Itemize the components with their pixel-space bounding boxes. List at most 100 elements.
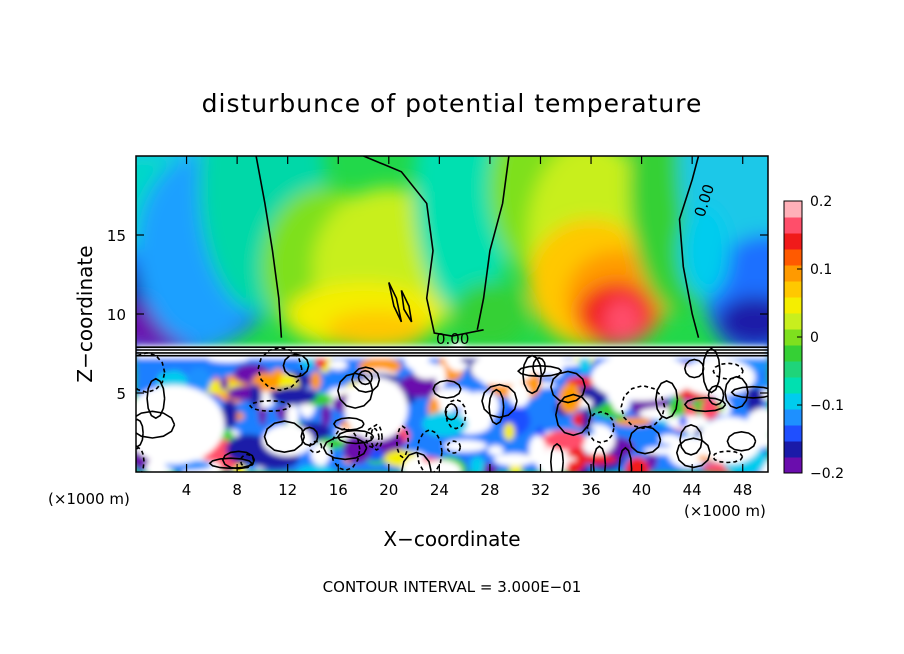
contour-line — [136, 418, 144, 448]
x-tick-label: 16 — [329, 481, 348, 499]
x-tick-label: 24 — [430, 481, 449, 499]
field-blob — [591, 353, 693, 401]
contour-line — [263, 420, 306, 454]
field-blob — [413, 362, 441, 380]
field-blob — [698, 416, 762, 465]
x-tick-label: 4 — [182, 481, 192, 499]
field-blob — [460, 391, 499, 423]
colorbar-swatch — [784, 265, 802, 282]
colorbar-swatch — [784, 201, 802, 218]
field-blob — [328, 359, 348, 371]
contour-line — [248, 399, 291, 413]
contour-interval-note: CONTOUR INTERVAL = 3.000E−01 — [323, 578, 582, 596]
field-blob — [296, 464, 334, 472]
field-blob — [667, 436, 710, 469]
contour-label: 0.00 — [436, 330, 469, 348]
field-blob — [503, 422, 515, 441]
contour-line — [388, 282, 403, 323]
colorbar-swatch — [784, 457, 802, 474]
field-blob — [262, 424, 313, 457]
field-blob — [658, 434, 681, 445]
field-blob — [186, 367, 211, 395]
y-axis-label: Z−coordinate — [73, 245, 97, 382]
contour-line — [549, 442, 564, 472]
contour-line — [332, 416, 365, 431]
contour-line — [712, 362, 744, 380]
contour-line — [255, 156, 283, 338]
contour-line — [628, 425, 662, 455]
y-tick-label: 5 — [116, 385, 126, 403]
field-blob — [344, 377, 408, 441]
field-blob — [422, 411, 468, 437]
field-blob — [613, 417, 653, 427]
field-blob — [310, 371, 322, 391]
x-tick-label: 12 — [278, 481, 297, 499]
contour-line — [370, 423, 383, 451]
colorbar-tick-label: −0.2 — [810, 466, 844, 482]
contour-line — [730, 385, 768, 399]
field-blob — [717, 296, 768, 348]
contour-line — [308, 440, 323, 454]
contour-line — [300, 426, 319, 447]
contour-line — [282, 353, 310, 378]
x-tick-label: 8 — [232, 481, 242, 499]
field-blob — [643, 446, 683, 455]
contour-line — [724, 375, 749, 410]
contour-line — [678, 156, 700, 338]
contour-line — [257, 346, 303, 392]
field-blob — [225, 434, 272, 465]
contour-line — [683, 396, 727, 413]
colorbar-swatch — [784, 425, 802, 442]
chart-title: disturbunce of potential temperature — [202, 89, 703, 118]
colorbar-swatch — [784, 393, 802, 410]
contour-line — [401, 451, 432, 472]
contour-line — [336, 429, 375, 445]
colorbar-swatch — [784, 361, 802, 378]
contour-line — [337, 372, 374, 409]
field-blob — [493, 453, 535, 466]
colorbar-swatch — [784, 233, 802, 250]
field-blob — [452, 282, 528, 346]
field-blob — [534, 456, 577, 463]
contour-line — [488, 388, 505, 426]
x-axis-label: X−coordinate — [383, 527, 520, 551]
colorbar-swatch — [784, 281, 802, 298]
field-blob — [220, 377, 229, 391]
field-blob — [310, 442, 331, 466]
contour-line — [432, 379, 462, 399]
colorbar-swatch — [784, 217, 802, 234]
x-tick-label: 44 — [683, 481, 702, 499]
x-axis-ticks: 4 8 12 16 20 24 28 32 36 40 44 48 — [182, 156, 752, 499]
contour-line — [517, 364, 563, 378]
field-blob — [559, 383, 582, 414]
field-lower — [136, 341, 768, 472]
contour-line — [363, 156, 484, 337]
colorbar-swatch — [784, 409, 802, 426]
contour-line — [679, 424, 703, 456]
field-blob — [249, 384, 262, 409]
field-blob — [320, 403, 332, 427]
colorbar-swatch — [784, 377, 802, 394]
contour-line — [726, 430, 757, 452]
x-tick-label: 40 — [632, 481, 651, 499]
field-blob — [444, 439, 488, 452]
contour-line — [136, 410, 176, 439]
x-tick-label: 20 — [379, 481, 398, 499]
colorbar-tick-label: 0.1 — [810, 262, 832, 278]
contour-line — [554, 393, 592, 437]
field-blob — [286, 404, 300, 427]
x-tick-label: 28 — [480, 481, 499, 499]
contour-line — [444, 402, 459, 421]
contour-line — [586, 411, 615, 444]
field-blob — [325, 310, 427, 349]
contour-line — [208, 457, 253, 470]
contour-line — [476, 156, 510, 330]
contour-line — [146, 377, 166, 420]
field-upper — [136, 156, 768, 362]
colorbar-swatch — [784, 313, 802, 330]
field-blob — [403, 457, 429, 472]
field-blob — [136, 385, 225, 465]
field-blob — [398, 373, 444, 398]
contour-line — [400, 289, 413, 323]
